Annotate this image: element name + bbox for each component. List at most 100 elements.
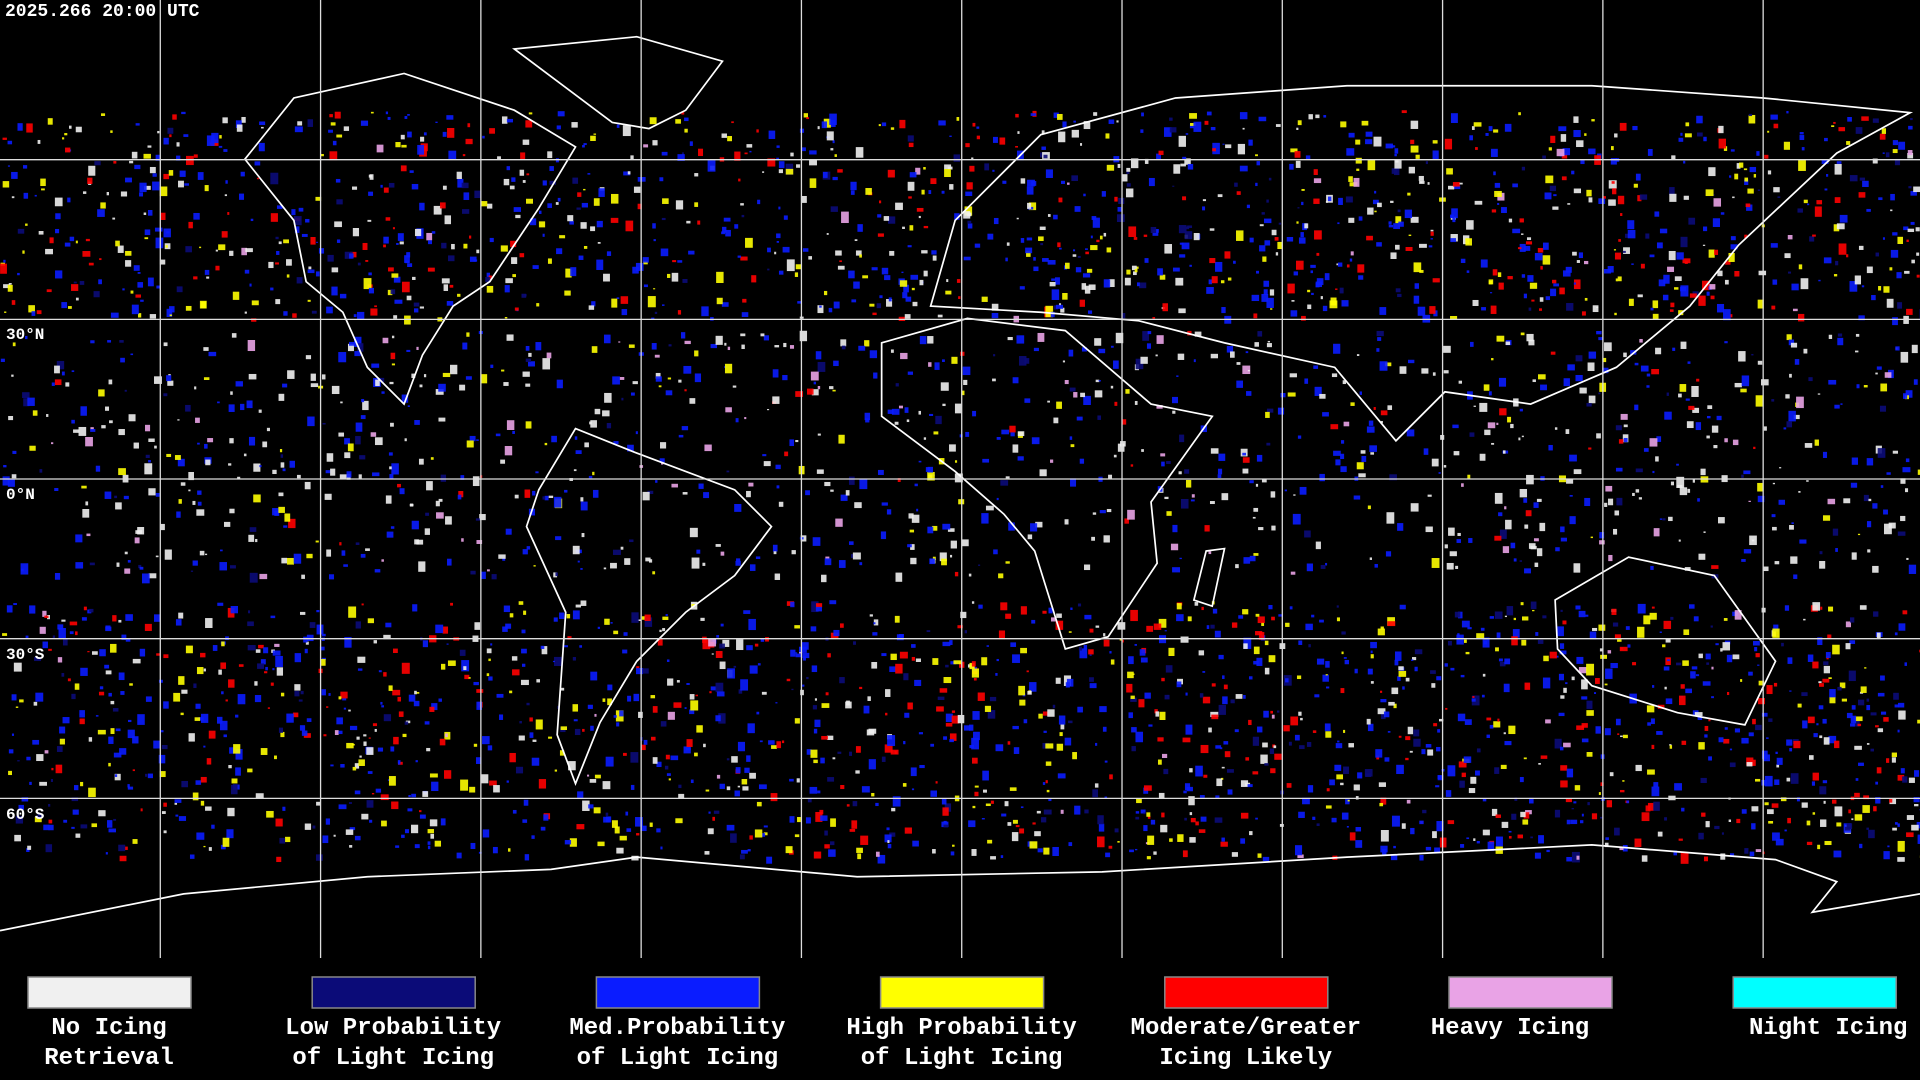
icing-pixel — [1783, 141, 1791, 150]
icing-pixel — [1907, 150, 1913, 156]
icing-pixel — [1047, 709, 1055, 717]
icing-pixel — [8, 283, 12, 285]
icing-pixel — [731, 121, 734, 124]
icing-pixel — [1095, 379, 1100, 383]
icing-pixel — [1056, 743, 1064, 751]
icing-pixel — [644, 614, 651, 621]
icing-pixel — [539, 210, 542, 214]
icing-pixel — [1519, 243, 1526, 252]
icing-pixel — [1393, 223, 1401, 229]
icing-pixel — [143, 153, 151, 159]
icing-pixel — [1117, 443, 1125, 452]
icing-pixel — [1743, 470, 1751, 475]
icing-pixel — [1855, 778, 1859, 781]
icing-pixel — [548, 736, 553, 739]
icing-pixel — [288, 518, 296, 529]
icing-pixel — [404, 116, 408, 119]
icing-pixel — [486, 272, 491, 277]
icing-pixel — [547, 203, 552, 208]
icing-pixel — [637, 619, 641, 621]
icing-pixel — [99, 649, 106, 657]
icing-pixel — [907, 702, 913, 710]
icing-pixel — [1052, 704, 1056, 709]
icing-pixel — [1669, 309, 1674, 312]
icing-pixel — [856, 847, 863, 853]
icing-pixel — [1835, 548, 1838, 552]
icing-pixel — [1665, 638, 1671, 643]
icing-pixel — [1826, 174, 1829, 177]
icing-pixel — [425, 512, 430, 516]
icing-pixel — [134, 537, 140, 544]
icing-pixel — [741, 779, 748, 785]
icing-pixel — [971, 668, 979, 678]
icing-pixel — [1041, 817, 1047, 823]
icing-pixel — [790, 152, 794, 157]
icing-pixel — [1156, 335, 1164, 344]
icing-pixel — [536, 303, 540, 307]
icing-pixel — [241, 247, 247, 256]
icing-pixel — [1879, 133, 1886, 140]
icing-pixel — [630, 752, 639, 763]
icing-pixel — [388, 267, 394, 272]
icing-pixel — [1068, 349, 1074, 357]
icing-pixel — [361, 813, 369, 820]
icing-pixel — [1908, 777, 1915, 783]
icing-pixel — [1051, 289, 1060, 300]
icing-pixel — [996, 436, 1001, 440]
icing-pixel — [1857, 533, 1861, 536]
icing-pixel — [1016, 217, 1019, 220]
icing-pixel — [1300, 717, 1303, 721]
icing-pixel — [1108, 845, 1113, 849]
icing-pixel — [1689, 604, 1695, 609]
icing-pixel — [872, 312, 877, 316]
icing-pixel — [181, 111, 186, 115]
icing-pixel — [1237, 143, 1246, 155]
icing-pixel — [815, 811, 823, 822]
icing-pixel — [268, 261, 274, 269]
icing-pixel — [1676, 662, 1682, 666]
icing-pixel — [665, 754, 670, 760]
icing-pixel — [1596, 330, 1602, 335]
icing-pixel — [1553, 194, 1557, 197]
icing-pixel — [733, 665, 737, 668]
icing-pixel — [1524, 245, 1531, 251]
icing-pixel — [727, 346, 731, 351]
timestamp: 2025.266 20:00 UTC — [5, 2, 200, 22]
icing-pixel — [1686, 421, 1694, 429]
icing-pixel — [797, 301, 802, 304]
icing-pixel — [1533, 538, 1539, 542]
icing-pixel — [476, 439, 479, 441]
icing-pixel — [221, 641, 225, 647]
icing-pixel — [356, 311, 365, 320]
icing-pixel — [1504, 615, 1507, 618]
icing-pixel — [55, 228, 60, 234]
icing-pixel — [1494, 535, 1502, 541]
icing-pixel — [114, 774, 118, 777]
icing-pixel — [463, 243, 468, 249]
icing-pixel — [1812, 234, 1816, 237]
icing-pixel — [1164, 630, 1167, 632]
icing-pixel — [1313, 198, 1320, 204]
icing-pixel — [293, 553, 302, 564]
icing-pixel — [1678, 838, 1683, 841]
icing-pixel — [1234, 729, 1239, 733]
icing-pixel — [1116, 120, 1119, 123]
icing-pixel — [855, 770, 860, 774]
icing-pixel — [1127, 509, 1135, 520]
icing-pixel — [1488, 126, 1493, 132]
icing-pixel — [538, 221, 546, 228]
icing-pixel — [1613, 249, 1617, 251]
icing-pixel — [1711, 696, 1714, 699]
icing-pixel — [919, 764, 925, 769]
icing-pixel — [1705, 653, 1711, 660]
icing-pixel — [1575, 374, 1583, 382]
icing-pixel — [194, 717, 201, 721]
icing-pixel — [696, 725, 703, 733]
icing-pixel — [786, 678, 791, 682]
icing-pixel — [473, 681, 479, 686]
icing-pixel — [1461, 620, 1470, 628]
icing-pixel — [789, 778, 794, 782]
icing-pixel — [346, 471, 352, 478]
icing-pixel — [395, 142, 401, 148]
icing-pixel — [1179, 557, 1182, 560]
